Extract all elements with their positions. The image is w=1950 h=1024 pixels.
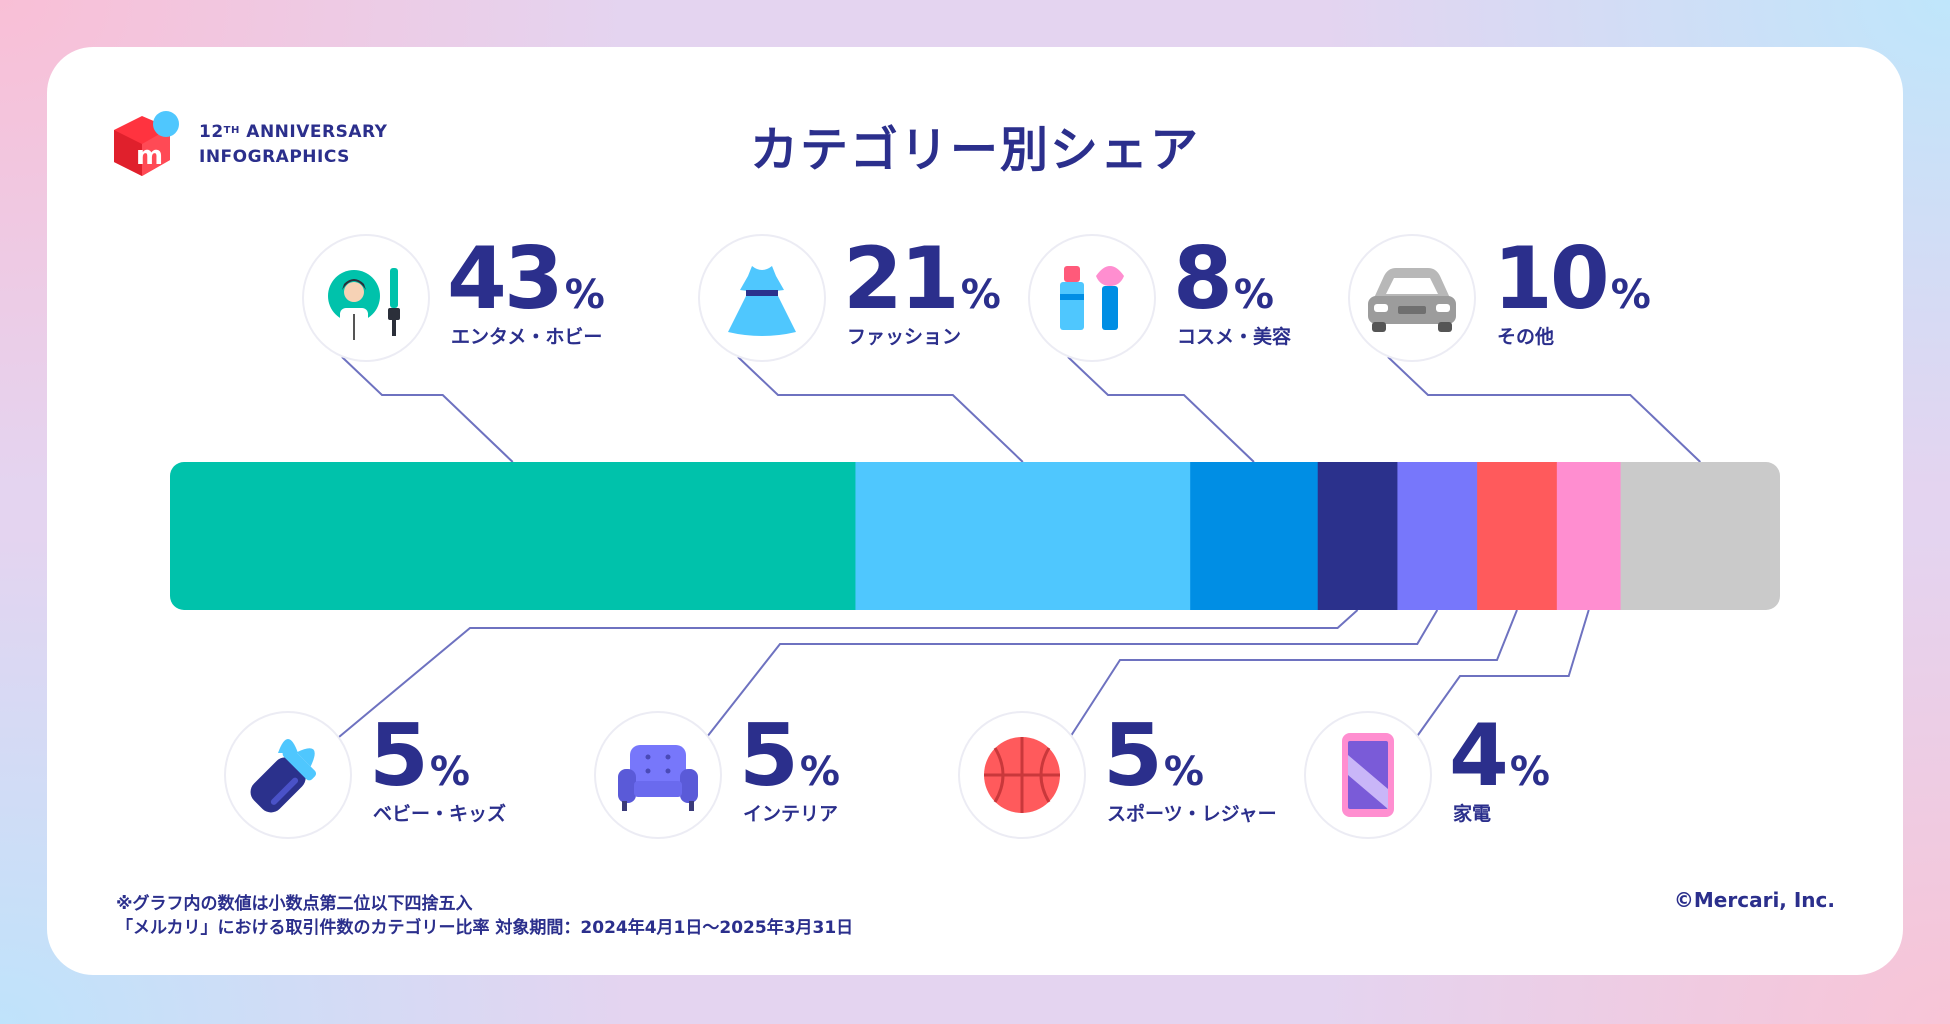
cosmetics-icon	[1028, 234, 1156, 362]
data-label: 10%	[1493, 236, 1651, 322]
percentage-unit: %	[429, 749, 470, 795]
bar-segment	[855, 462, 1191, 610]
smartphone-icon	[1304, 711, 1432, 839]
data-label: 8%	[1173, 236, 1274, 322]
connector-line	[332, 609, 1359, 743]
footnote-line-1: ※グラフ内の数値は小数点第二位以下四捨五入	[116, 894, 473, 914]
percentage-value: 43	[447, 229, 564, 329]
percentage-value: 5	[1103, 706, 1163, 806]
footnote-line-2: 「メルカリ」における取引件数のカテゴリー比率 対象期間：2024年4月1日〜20…	[116, 918, 854, 938]
connector-line	[1067, 356, 1255, 463]
bar-segment	[1397, 462, 1478, 610]
category-label: エンタメ・ホビー	[451, 326, 603, 348]
data-label: 5%	[739, 713, 840, 799]
connector-line	[737, 356, 1024, 463]
percentage-value: 21	[843, 229, 960, 329]
bar-segment	[1620, 462, 1780, 610]
category-label: コスメ・美容	[1177, 326, 1292, 348]
connector-line	[1066, 609, 1518, 743]
category-label: インテリア	[743, 803, 839, 825]
logo-letter: m	[136, 141, 163, 171]
percentage-unit: %	[1610, 272, 1651, 318]
page-title: カテゴリー別シェア	[749, 122, 1200, 178]
armchair-icon	[594, 711, 722, 839]
category-label: 家電	[1453, 803, 1492, 825]
dress-icon	[698, 234, 826, 362]
percentage-value: 10	[1493, 229, 1610, 329]
entertainment-hobby-icon	[302, 234, 430, 362]
data-label: 5%	[1103, 713, 1204, 799]
copyright: ©Mercari, Inc.	[1673, 888, 1835, 912]
anniversary-label: 12TH ANNIVERSARY INFOGRAPHICS	[199, 122, 388, 167]
connector-line	[1387, 356, 1701, 463]
percentage-unit: %	[1163, 749, 1204, 795]
car-icon	[1348, 234, 1476, 362]
category-label: ファッション	[847, 326, 962, 348]
connector-line	[341, 356, 514, 463]
data-label: 5%	[369, 713, 470, 799]
percentage-value: 8	[1173, 229, 1233, 329]
category-label: スポーツ・レジャー	[1107, 803, 1277, 825]
data-label: 43%	[447, 236, 605, 322]
percentage-value: 4	[1449, 706, 1509, 806]
footnote: ※グラフ内の数値は小数点第二位以下四捨五入 「メルカリ」における取引件数のカテゴ…	[116, 892, 853, 940]
percentage-unit: %	[1233, 272, 1274, 318]
baby-bottle-icon	[224, 711, 352, 839]
percentage-unit: %	[1509, 749, 1550, 795]
percentage-unit: %	[799, 749, 840, 795]
bar-segment	[1556, 462, 1622, 610]
basketball-icon	[958, 711, 1086, 839]
percentage-unit: %	[960, 272, 1001, 318]
percentage-value: 5	[739, 706, 799, 806]
bar-segment	[170, 462, 856, 610]
connector-line	[1412, 609, 1590, 743]
bar-segment	[1190, 462, 1319, 610]
category-label: その他	[1497, 326, 1555, 348]
bar-segment	[1317, 462, 1398, 610]
connector-line	[702, 609, 1439, 743]
bar-segment	[1477, 462, 1558, 610]
data-label: 21%	[843, 236, 1001, 322]
percentage-value: 5	[369, 706, 429, 806]
category-label: ベビー・キッズ	[373, 803, 507, 825]
percentage-unit: %	[564, 272, 605, 318]
mercari-logo: m	[114, 111, 179, 176]
data-label: 4%	[1449, 713, 1550, 799]
